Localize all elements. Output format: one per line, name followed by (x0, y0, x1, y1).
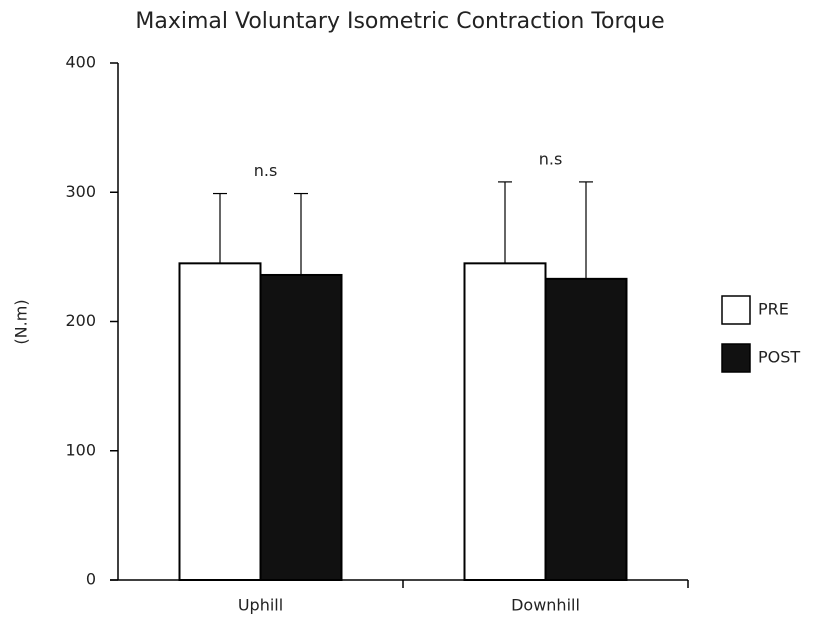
bar (463, 262, 547, 581)
y-tick-label: 300 (65, 182, 96, 201)
bar (259, 273, 343, 581)
y-tick-label: 0 (86, 570, 96, 589)
y-axis-label: (N.m) (12, 299, 31, 344)
x-tick-label: Downhill (511, 596, 580, 615)
legend-label: POST (758, 348, 800, 367)
y-tick-label: 100 (65, 440, 96, 459)
annotation: n.s (254, 161, 278, 180)
annotation: n.s (539, 149, 563, 168)
legend-swatch (721, 343, 751, 373)
legend-label: PRE (758, 300, 789, 319)
bar (178, 262, 262, 581)
chart-title: Maximal Voluntary Isometric Contraction … (135, 9, 664, 34)
bar (544, 277, 628, 581)
y-tick-label: 200 (65, 311, 96, 330)
y-tick-label: 400 (65, 53, 96, 72)
legend-swatch (721, 295, 751, 325)
x-tick-label: Uphill (238, 596, 283, 615)
